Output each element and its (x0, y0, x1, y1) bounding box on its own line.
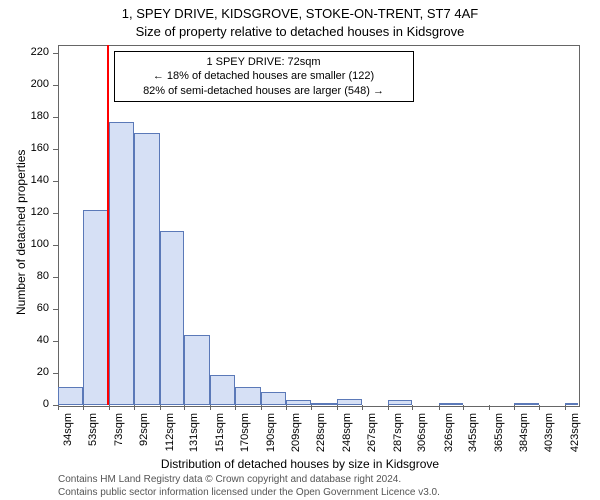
x-tick (337, 405, 338, 410)
y-tick (53, 341, 58, 342)
y-tick-label: 100 (19, 238, 49, 250)
histogram-bar (109, 122, 134, 405)
x-tick-label: 170sqm (239, 413, 251, 463)
footer-attribution: Contains HM Land Registry data © Crown c… (58, 473, 440, 499)
histogram-bar (58, 387, 83, 405)
y-tick (53, 373, 58, 374)
x-tick (83, 405, 84, 410)
y-tick-label: 120 (19, 206, 49, 218)
histogram-bar (261, 392, 286, 405)
x-tick (134, 405, 135, 410)
y-tick-label: 80 (19, 270, 49, 282)
histogram-bar (134, 133, 160, 405)
x-tick (489, 405, 490, 410)
y-tick (53, 85, 58, 86)
x-tick (210, 405, 211, 410)
title-address: 1, SPEY DRIVE, KIDSGROVE, STOKE-ON-TRENT… (0, 6, 600, 21)
y-tick (53, 53, 58, 54)
x-tick-label: 73sqm (113, 413, 125, 463)
x-tick (565, 405, 566, 410)
histogram-bar (439, 403, 464, 405)
y-tick-label: 20 (19, 366, 49, 378)
histogram-bar (514, 403, 539, 405)
histogram-bar (388, 400, 413, 405)
callout-line3: 82% of semi-detached houses are larger (… (121, 84, 407, 98)
y-tick (53, 181, 58, 182)
callout-box: 1 SPEY DRIVE: 72sqm ← 18% of detached ho… (114, 51, 414, 102)
x-tick-label: 228sqm (315, 413, 327, 463)
y-tick-label: 140 (19, 174, 49, 186)
x-tick-label: 326sqm (443, 413, 455, 463)
histogram-bar (83, 210, 109, 405)
x-tick-label: 209sqm (290, 413, 302, 463)
x-tick (184, 405, 185, 410)
footer-line1: Contains HM Land Registry data © Crown c… (58, 473, 440, 486)
x-tick-label: 248sqm (341, 413, 353, 463)
y-tick-label: 0 (19, 398, 49, 410)
callout-line1: 1 SPEY DRIVE: 72sqm (121, 55, 407, 69)
y-tick (53, 277, 58, 278)
x-tick-label: 190sqm (265, 413, 277, 463)
histogram-bar (337, 399, 362, 405)
x-tick (412, 405, 413, 410)
x-tick (439, 405, 440, 410)
y-tick-label: 160 (19, 142, 49, 154)
x-tick-label: 92sqm (138, 413, 150, 463)
x-tick (514, 405, 515, 410)
title-subtitle: Size of property relative to detached ho… (0, 24, 600, 39)
y-tick-label: 40 (19, 334, 49, 346)
y-tick-label: 220 (19, 46, 49, 58)
x-tick-label: 306sqm (416, 413, 428, 463)
footer-line2: Contains public sector information licen… (58, 486, 440, 499)
x-tick (463, 405, 464, 410)
x-tick-label: 403sqm (543, 413, 555, 463)
x-tick (261, 405, 262, 410)
x-tick (235, 405, 236, 410)
y-tick (53, 149, 58, 150)
x-tick (286, 405, 287, 410)
histogram-bar (210, 375, 235, 405)
x-tick (160, 405, 161, 410)
x-tick (388, 405, 389, 410)
x-tick-label: 53sqm (87, 413, 99, 463)
x-tick-label: 112sqm (164, 413, 176, 463)
x-tick-label: 131sqm (188, 413, 200, 463)
x-tick (109, 405, 110, 410)
chart-container: { "titles": { "line1": "1, SPEY DRIVE, K… (0, 0, 600, 500)
x-tick (362, 405, 363, 410)
y-tick (53, 117, 58, 118)
y-tick (53, 245, 58, 246)
x-tick-label: 267sqm (366, 413, 378, 463)
y-tick-label: 180 (19, 110, 49, 122)
x-tick-label: 384sqm (518, 413, 530, 463)
histogram-bar (184, 335, 210, 405)
y-tick-label: 60 (19, 302, 49, 314)
x-tick-label: 345sqm (467, 413, 479, 463)
y-tick (53, 213, 58, 214)
histogram-bar (286, 400, 311, 405)
y-tick (53, 309, 58, 310)
x-tick-label: 365sqm (493, 413, 505, 463)
x-tick-label: 34sqm (62, 413, 74, 463)
histogram-bar (160, 231, 185, 405)
y-tick-label: 200 (19, 78, 49, 90)
x-tick-label: 423sqm (569, 413, 581, 463)
x-tick-label: 151sqm (214, 413, 226, 463)
x-tick (539, 405, 540, 410)
x-tick-label: 287sqm (392, 413, 404, 463)
reference-line (107, 45, 109, 405)
x-tick (311, 405, 312, 410)
histogram-bar (235, 387, 261, 405)
histogram-bar (311, 403, 337, 405)
callout-line2: ← 18% of detached houses are smaller (12… (121, 69, 407, 83)
histogram-bar (565, 403, 578, 405)
x-tick (58, 405, 59, 410)
